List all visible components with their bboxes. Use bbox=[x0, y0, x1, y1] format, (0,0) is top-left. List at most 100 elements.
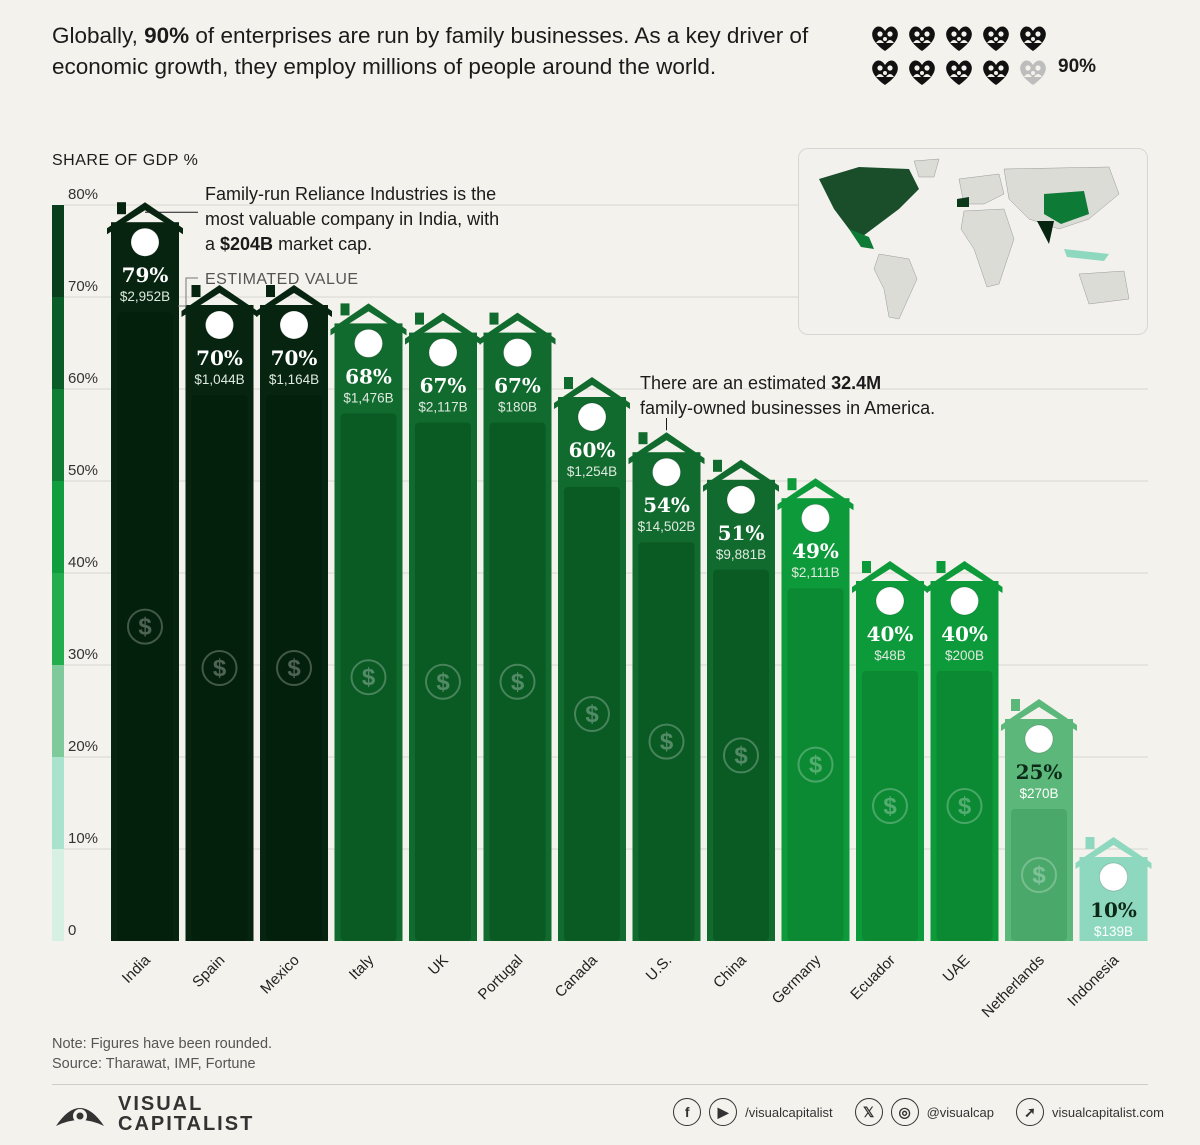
x-category-label: Indonesia bbox=[1064, 951, 1122, 1009]
flag-icon bbox=[1024, 724, 1054, 754]
world-map bbox=[798, 148, 1148, 335]
bar-roof bbox=[181, 285, 258, 317]
bar-value-label: 79% bbox=[122, 263, 169, 287]
dollar-icon bbox=[276, 650, 312, 686]
bar-value-label: 51% bbox=[718, 521, 765, 545]
youtube-icon[interactable]: ▶ bbox=[709, 1098, 738, 1126]
bar-value-label: 40% bbox=[941, 622, 988, 646]
map-africa bbox=[960, 208, 1015, 288]
x-category-label: Germany bbox=[769, 951, 825, 1007]
bar-roof bbox=[1001, 699, 1077, 731]
y-tick-label: 30% bbox=[68, 646, 98, 663]
bar-value-label: 68% bbox=[345, 364, 392, 388]
bar-inner-panel bbox=[564, 487, 620, 941]
bar-value-label: 49% bbox=[792, 539, 839, 563]
dollar-sign: $ bbox=[511, 669, 525, 696]
bar-mexico: $70% $1,164B bbox=[256, 285, 332, 941]
bar-value-label: 67% bbox=[420, 374, 467, 398]
dollar-icon bbox=[648, 723, 685, 760]
y-tick-label: 40% bbox=[68, 554, 98, 571]
family-icon bbox=[981, 58, 1011, 86]
family-icon-grid bbox=[870, 24, 1046, 86]
social-handle-1[interactable]: /visualcapitalist bbox=[745, 1104, 833, 1120]
dollar-sign: $ bbox=[213, 655, 227, 682]
bar-estimated-value: $1,476B bbox=[343, 390, 393, 405]
family-icon bbox=[981, 24, 1011, 52]
bar-india: $79% $2,952B bbox=[107, 202, 183, 941]
bar-indonesia: 10% $139B bbox=[1075, 837, 1152, 941]
dollar-sign: $ bbox=[1032, 862, 1046, 889]
bar-chimney bbox=[564, 377, 573, 389]
bar-roof bbox=[405, 312, 481, 345]
map-greenland bbox=[913, 158, 940, 178]
x-category-label: Ecuador bbox=[847, 952, 899, 1004]
annotation-india-line: Family-run Reliance Industries is the bbox=[205, 184, 496, 204]
website-link[interactable]: visualcapitalist.com bbox=[1052, 1104, 1164, 1120]
headline-highlight: 90% bbox=[144, 23, 190, 48]
bar-estimated-value: $2,952B bbox=[120, 289, 170, 304]
bar-chimney bbox=[787, 478, 797, 491]
bar-estimated-value: $2,111B bbox=[791, 565, 839, 580]
social-handle-2[interactable]: @visualcap bbox=[926, 1104, 994, 1120]
world-map-icon bbox=[819, 158, 1130, 320]
headline-part-1: Globally, bbox=[52, 23, 145, 48]
x-icon[interactable]: 𝕏 bbox=[854, 1098, 883, 1126]
y-tick-label: 50% bbox=[68, 462, 98, 479]
y-tick-label: 60% bbox=[68, 370, 98, 387]
map-south-america bbox=[873, 253, 918, 320]
x-category-label: U.S. bbox=[643, 952, 676, 985]
dollar-icon bbox=[797, 746, 834, 783]
brand-line-1: VISUAL bbox=[118, 1093, 204, 1115]
bar-inner-panel bbox=[713, 569, 769, 941]
annotation-us-line: family-owned businesses in America. bbox=[640, 398, 935, 418]
bar-chimney bbox=[1011, 699, 1020, 711]
dollar-icon bbox=[201, 650, 238, 686]
flag-icon bbox=[726, 485, 756, 515]
facebook-icon[interactable]: f bbox=[673, 1098, 702, 1126]
estimated-value-bracket bbox=[178, 277, 198, 307]
y-axis-band-segment bbox=[52, 481, 64, 573]
dollar-sign: $ bbox=[734, 742, 748, 769]
social-links: f ▶ /visualcapitalist 𝕏 ◎ @visualcap ➚ v… bbox=[673, 1098, 1164, 1126]
bar-chimney bbox=[638, 432, 648, 445]
estimated-value-label: ESTIMATED VALUE bbox=[205, 271, 359, 288]
bar-roof bbox=[926, 561, 1003, 593]
family-icon-stat: 90% bbox=[1058, 56, 1097, 77]
flag-icon bbox=[503, 338, 532, 368]
bar-roof bbox=[852, 561, 928, 593]
dollar-icon bbox=[425, 663, 461, 700]
bar-inner-panel bbox=[340, 413, 397, 941]
bar-uae: $40% $200B bbox=[926, 561, 1003, 941]
x-category-label: China bbox=[710, 951, 750, 991]
visual-capitalist-logo-icon bbox=[56, 1108, 104, 1126]
bar-chimney bbox=[191, 285, 201, 297]
dollar-sign: $ bbox=[287, 655, 301, 682]
bar-roof bbox=[777, 478, 854, 511]
dollar-icon bbox=[1021, 857, 1057, 893]
bar-roof bbox=[1075, 837, 1152, 869]
bar-estimated-value: $1,044B bbox=[194, 372, 244, 387]
footer-divider bbox=[52, 1084, 1148, 1085]
bar-roof bbox=[479, 312, 556, 345]
bar-estimated-value: $270B bbox=[1019, 786, 1058, 801]
instagram-icon[interactable]: ◎ bbox=[890, 1098, 919, 1126]
bar-chimney bbox=[340, 303, 350, 316]
cursor-icon[interactable]: ➚ bbox=[1016, 1098, 1044, 1126]
bar-estimated-value: $48B bbox=[874, 648, 906, 663]
bar-chimney bbox=[489, 312, 499, 325]
y-axis-title: SHARE OF GDP % bbox=[52, 152, 199, 169]
bar-value-label: 67% bbox=[494, 374, 541, 398]
flag-icon bbox=[205, 310, 234, 340]
brand-line-2: CAPITALIST bbox=[118, 1113, 255, 1135]
family-icon bbox=[944, 24, 974, 52]
bar-estimated-value: $9,881B bbox=[716, 547, 766, 562]
dollar-sign: $ bbox=[138, 614, 152, 641]
x-category-label: UK bbox=[425, 952, 452, 979]
dollar-icon bbox=[127, 608, 163, 645]
bar-roof bbox=[330, 303, 407, 336]
brand: VISUAL CAPITALIST bbox=[52, 1094, 254, 1134]
x-category-label: India bbox=[119, 951, 154, 986]
x-category-label: Italy bbox=[346, 951, 378, 983]
family-icon bbox=[907, 58, 937, 86]
bar-roof bbox=[554, 377, 630, 409]
